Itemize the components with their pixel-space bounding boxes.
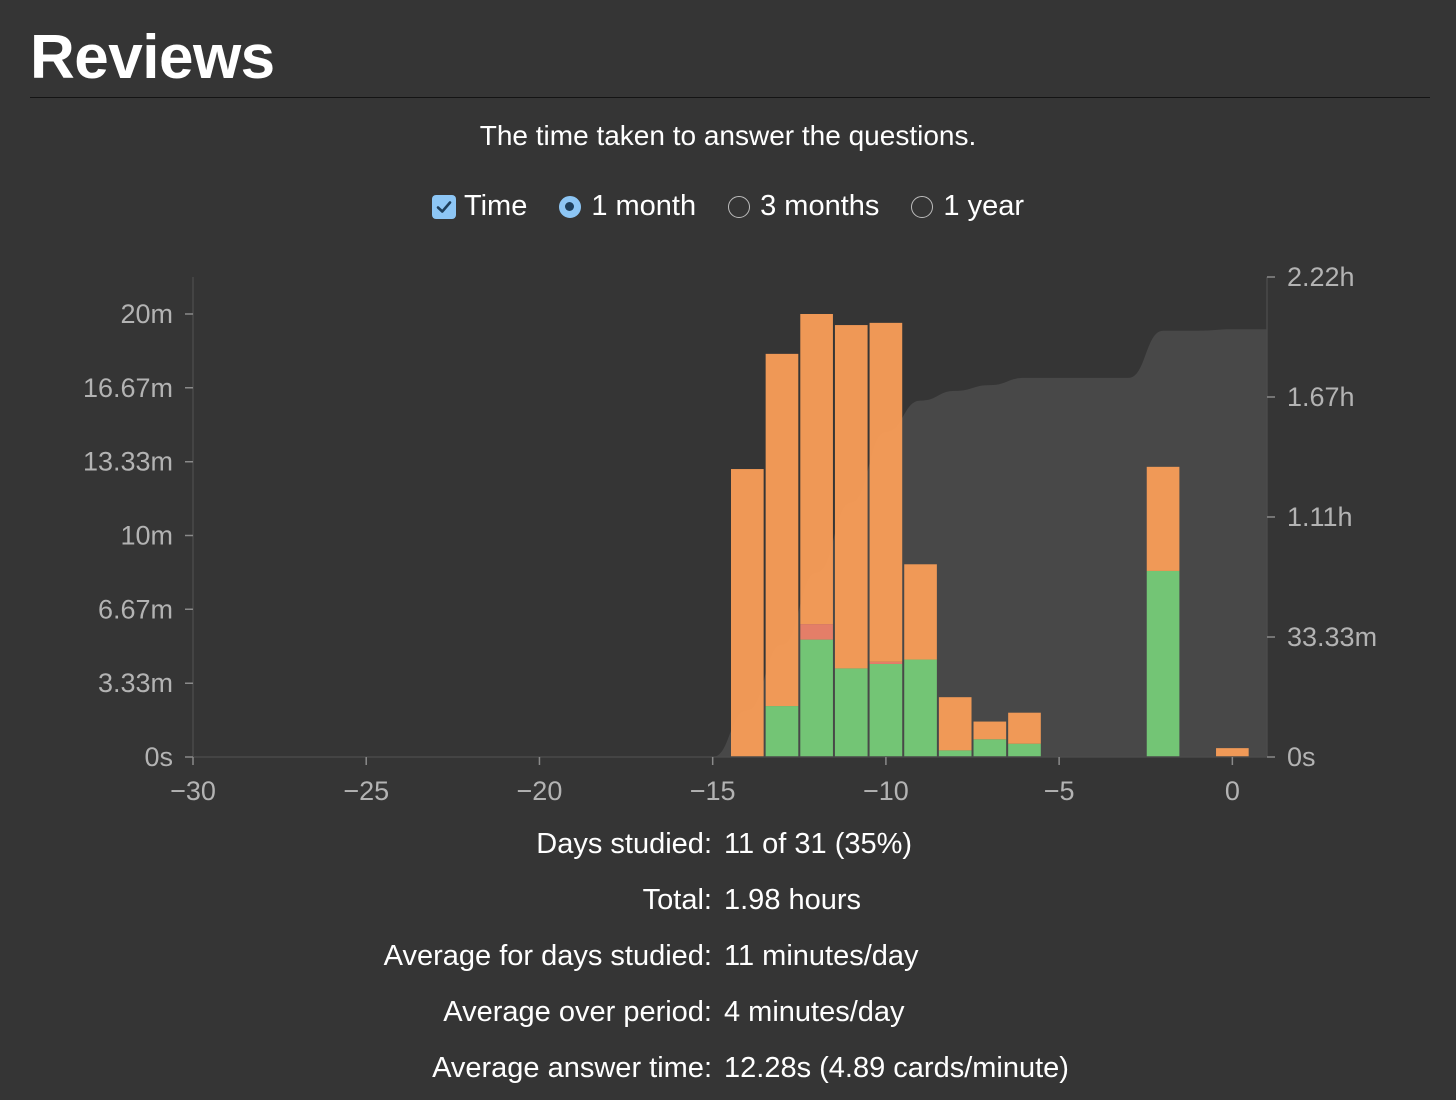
stat-label: Average over period: <box>443 996 712 1028</box>
range-3-months-radio[interactable]: 3 months <box>728 190 879 223</box>
y-left-tick-label: 10m <box>120 520 173 550</box>
bar-young-day--11 <box>834 325 868 669</box>
stat-value: 4 minutes/day <box>724 996 905 1028</box>
bar-mature-day--2 <box>1146 570 1180 757</box>
time-checkbox[interactable]: Time <box>431 190 528 223</box>
checkmark-icon <box>431 194 456 219</box>
radio-icon <box>728 195 751 218</box>
x-tick-label: −20 <box>517 776 563 806</box>
bar-young-day--2 <box>1146 466 1180 571</box>
stat-value: 11 of 31 (35%) <box>724 828 913 860</box>
stat-label: Average for days studied: <box>383 940 712 972</box>
stat-value: 1.98 hours <box>724 884 862 916</box>
chart-controls: Time 1 month 3 months 1 year <box>0 190 1456 223</box>
reviews-time-chart: 0s 3.33m 6.67m 10m 13.33m 16.67m 20m 0s 33.33m 1.… <box>83 262 1377 806</box>
bar-young-day--9 <box>904 564 937 660</box>
title-divider <box>30 97 1430 98</box>
y-right-tick-label: 2.22h <box>1287 262 1355 292</box>
bar-mature-day--6 <box>1008 743 1041 757</box>
stat-label: Average answer time: <box>432 1052 712 1084</box>
x-tick-label: −10 <box>863 776 909 806</box>
range-1-year-radio[interactable]: 1 year <box>911 190 1024 223</box>
y-right-tick-label: 0s <box>1287 742 1316 772</box>
x-tick-label: −15 <box>690 776 736 806</box>
radio-selected-icon <box>559 195 582 218</box>
stat-label: Days studied: <box>536 828 712 860</box>
bar-young-day-0 <box>1216 748 1249 757</box>
stat-label: Total: <box>642 884 712 916</box>
x-tick-label: −25 <box>343 776 389 806</box>
bar-relearn-day--12 <box>800 624 833 640</box>
bar-mature-day--11 <box>834 668 868 757</box>
bar-mature-day--10 <box>869 663 903 757</box>
bar-relearn-day--10 <box>869 661 903 664</box>
bar-young-day--6 <box>1008 712 1041 744</box>
x-tick-label: −30 <box>170 776 216 806</box>
range-3-months-label: 3 months <box>760 190 880 222</box>
bar-young-day--14 <box>731 469 764 757</box>
time-checkbox-label: Time <box>463 190 528 222</box>
y-left-tick-label: 6.67m <box>98 594 173 624</box>
stat-row-average-days-studied: Average for days studied: 11 minutes/day <box>0 940 1456 980</box>
bar-mature-day--8 <box>938 750 972 757</box>
radio-icon <box>911 195 934 218</box>
stat-row-days-studied: Days studied: 11 of 31 (35%) <box>0 828 1456 868</box>
x-tick-label: −5 <box>1044 776 1075 806</box>
page-title: Reviews <box>30 23 275 92</box>
x-tick-label: 0 <box>1225 776 1240 806</box>
range-1-month-label: 1 month <box>591 190 697 222</box>
chart-subtitle: The time taken to answer the questions. <box>479 120 977 151</box>
bar-young-day--13 <box>765 353 799 707</box>
range-1-year-label: 1 year <box>943 190 1025 222</box>
y-right-tick-label: 1.67h <box>1287 382 1355 412</box>
stat-value: 11 minutes/day <box>724 940 919 972</box>
stat-value: 12.28s (4.89 cards/minute) <box>724 1052 1069 1084</box>
y-left-tick-label: 0s <box>144 742 173 772</box>
y-right-tick-label: 1.11h <box>1287 502 1353 532</box>
range-1-month-radio[interactable]: 1 month <box>559 190 696 223</box>
bar-young-day--12 <box>800 313 833 625</box>
bar-mature-day--9 <box>904 659 937 757</box>
bar-mature-day--13 <box>765 706 799 757</box>
bar-young-day--10 <box>869 322 903 662</box>
bar-young-day--8 <box>938 697 972 751</box>
y-left-tick-label: 13.33m <box>83 447 173 477</box>
y-right-tick-label: 33.33m <box>1287 622 1377 652</box>
stat-row-average-answer-time: Average answer time: 12.28s (4.89 cards/… <box>0 1052 1456 1092</box>
stat-row-total: Total: 1.98 hours <box>0 884 1456 924</box>
y-left-tick-label: 16.67m <box>83 373 173 403</box>
y-left-tick-label: 20m <box>120 299 173 329</box>
y-left-tick-label: 3.33m <box>98 668 173 698</box>
bar-young-day--7 <box>973 721 1007 740</box>
stat-row-average-period: Average over period: 4 minutes/day <box>0 996 1456 1036</box>
bar-mature-day--12 <box>800 639 833 757</box>
bar-mature-day--7 <box>973 739 1007 757</box>
